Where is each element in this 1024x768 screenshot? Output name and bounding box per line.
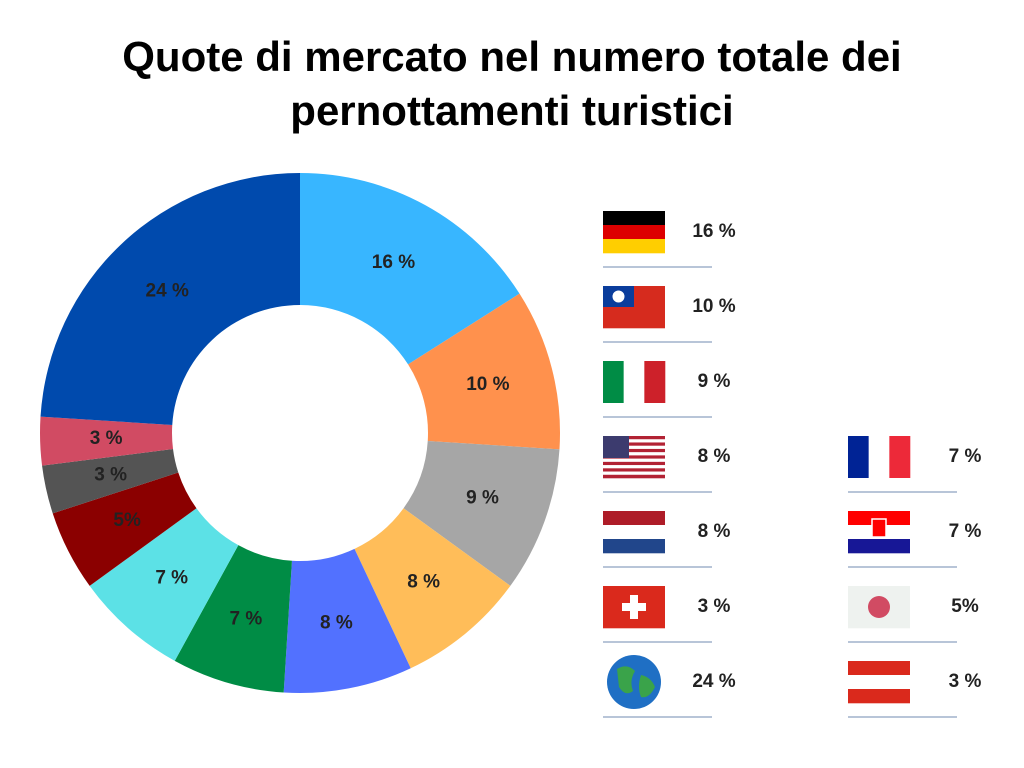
flag-part (622, 603, 646, 611)
legend-item: 24 % (603, 655, 736, 718)
legend-item: 7 % (848, 511, 982, 568)
slice (283, 548, 411, 693)
legend-item: 10 % (603, 286, 736, 343)
legend-label: 16 % (692, 221, 735, 242)
flag-part (848, 689, 910, 704)
flag-part (603, 468, 665, 472)
slice (403, 441, 560, 586)
flag-part (603, 442, 665, 446)
flag-part (603, 471, 665, 476)
flag-part (848, 511, 910, 526)
legend-item: 3 % (848, 661, 982, 718)
flag-part (848, 661, 910, 676)
slice (300, 173, 520, 365)
flag-part (603, 239, 665, 254)
legend-label: 8 % (698, 446, 731, 467)
legend-label: 3 % (949, 671, 982, 692)
flag-part (868, 436, 890, 478)
slice-label: 8 % (407, 571, 440, 592)
flag-part (603, 439, 665, 443)
flag-part (612, 290, 625, 303)
slice (89, 508, 239, 661)
slice-label: 10 % (466, 374, 509, 395)
slice (52, 472, 197, 586)
legend-item: 3 % (603, 586, 731, 643)
legend-item: 8 % (603, 436, 731, 493)
flag-part (603, 525, 665, 540)
slice (354, 508, 511, 669)
slice-label: 7 % (155, 568, 188, 589)
slice-label: 16 % (372, 252, 415, 273)
flag-part (603, 458, 665, 463)
slice-label: 8 % (320, 613, 353, 634)
flag-part (603, 436, 665, 440)
slice-label: 7 % (230, 608, 263, 629)
slice-label: 3 % (94, 464, 127, 485)
flag-part (868, 596, 890, 618)
flag-part (603, 448, 665, 453)
legend-label: 8 % (698, 521, 731, 542)
flag-part (603, 225, 665, 240)
slice (174, 545, 292, 693)
flag-part (603, 445, 665, 450)
slice (408, 293, 560, 450)
flag-part (617, 666, 655, 698)
flag-part (607, 655, 661, 709)
slice (40, 416, 174, 466)
legend-label: 5% (951, 596, 979, 617)
legend-item: 16 % (603, 211, 736, 268)
legend-label: 7 % (949, 521, 982, 542)
flag-part (603, 465, 665, 469)
flag-part (871, 518, 887, 538)
slice-label: 24 % (146, 281, 189, 302)
flag-part (603, 461, 665, 466)
legend-label: 24 % (692, 671, 735, 692)
flag-part (848, 539, 910, 554)
chart-title: Quote di mercato nel numero totale dei p… (122, 33, 902, 134)
flag-part (603, 452, 665, 456)
slice (42, 449, 179, 514)
flag-part (603, 211, 665, 226)
slice-label: 3 % (90, 428, 123, 449)
flag-part (603, 539, 665, 554)
flag-part (889, 436, 911, 478)
legend-item: 5% (848, 586, 979, 643)
flag-part (848, 675, 910, 690)
slice-label: 9 % (466, 488, 499, 509)
flag-part (623, 361, 645, 403)
legend-label: 3 % (698, 596, 731, 617)
flag-part (603, 455, 665, 459)
legend-item: 8 % (603, 511, 731, 568)
flag-part (644, 361, 666, 403)
flag-part (603, 474, 665, 479)
slice (40, 172, 300, 425)
legend-item: 7 % (848, 436, 982, 493)
legend-label: 7 % (949, 446, 982, 467)
flag-part (603, 361, 624, 403)
flag-part (848, 436, 869, 478)
legend-item: 9 % (603, 361, 731, 418)
flag-part (603, 511, 665, 526)
slice-label: 5% (113, 510, 141, 531)
flag-part (603, 436, 629, 458)
legend-label: 9 % (698, 371, 731, 392)
legend-label: 10 % (692, 296, 735, 317)
